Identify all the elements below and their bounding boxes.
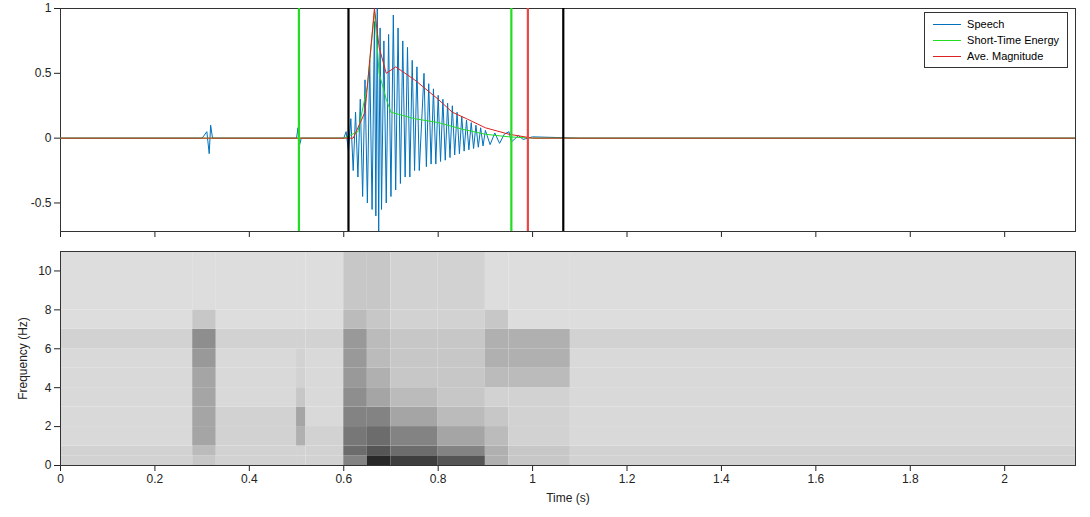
svg-text:0.6: 0.6: [335, 472, 352, 486]
svg-text:Frequency (Hz): Frequency (Hz): [16, 317, 30, 400]
svg-text:0: 0: [45, 458, 52, 472]
svg-text:0: 0: [57, 472, 64, 486]
svg-text:1.2: 1.2: [619, 472, 636, 486]
svg-text:0.2: 0.2: [147, 472, 164, 486]
svg-text:2: 2: [45, 419, 52, 433]
svg-text:0: 0: [45, 131, 52, 145]
svg-text:10: 10: [38, 264, 52, 278]
html-text:Ave. Magnitude: Ave. Magnitude: [967, 50, 1044, 62]
svg-text:Time (s): Time (s): [546, 491, 590, 505]
svg-text:0.5: 0.5: [35, 66, 52, 80]
svg-text:6: 6: [45, 342, 52, 356]
svg-text:2: 2: [1001, 472, 1008, 486]
svg-text:4: 4: [45, 381, 52, 395]
svg-text:1.6: 1.6: [808, 472, 825, 486]
svg-text:8: 8: [45, 303, 52, 317]
svg-text:1: 1: [45, 1, 52, 15]
svg-text:1.8: 1.8: [902, 472, 919, 486]
svg-text:0.4: 0.4: [241, 472, 258, 486]
svg-text:1: 1: [529, 472, 536, 486]
svg-text:1.4: 1.4: [713, 472, 730, 486]
html-text:Short-Time Energy: Short-Time Energy: [967, 34, 1059, 46]
svg-text:0.8: 0.8: [430, 472, 447, 486]
svg-text:-0.5: -0.5: [31, 196, 52, 210]
html-text:Speech: Speech: [967, 18, 1005, 30]
